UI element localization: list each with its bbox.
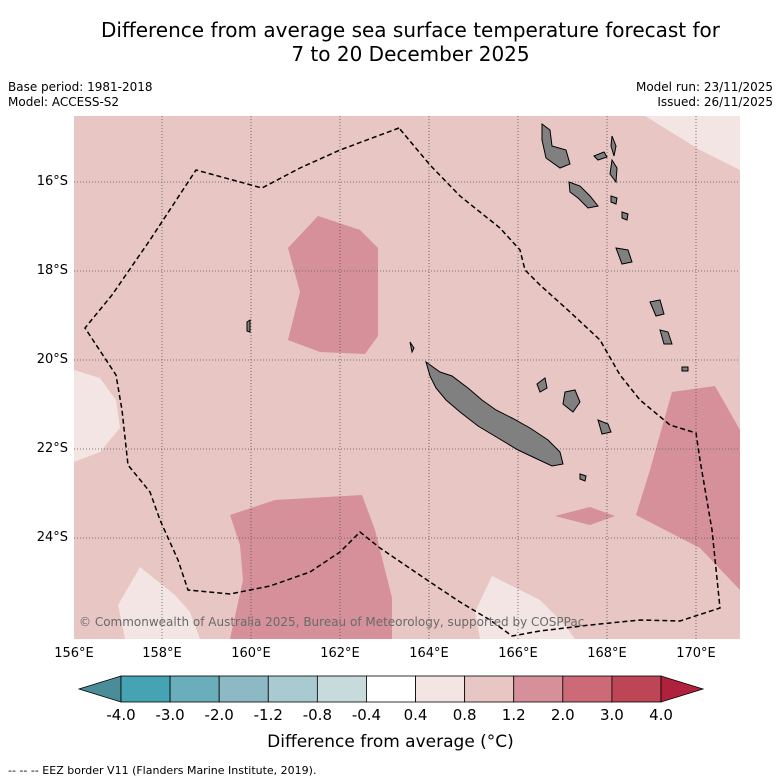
meta-right: Model run: 23/11/2025 Issued: 26/11/2025 bbox=[636, 80, 773, 110]
copyright-notice: © Commonwealth of Australia 2025, Bureau… bbox=[79, 615, 585, 629]
vanuatu-ambae bbox=[593, 151, 608, 161]
colorbar-segment bbox=[562, 675, 613, 703]
colorbar-extend-high bbox=[660, 675, 705, 703]
colorbar-tick-label: -3.0 bbox=[155, 706, 185, 724]
loyalty-island-1 bbox=[536, 377, 548, 393]
colorbar-tick-label: 0.8 bbox=[452, 706, 477, 724]
meta-left: Base period: 1981-2018 Model: ACCESS-S2 bbox=[8, 80, 153, 110]
lon-label-156e: 156°E bbox=[54, 646, 94, 661]
colorbar-tick-label: 2.0 bbox=[550, 706, 575, 724]
colorbar-tick-label: 3.0 bbox=[599, 706, 624, 724]
vanuatu-small-2 bbox=[621, 211, 629, 221]
colorbar-tick-label: -1.2 bbox=[253, 706, 283, 724]
vanuatu-pentecost bbox=[609, 158, 618, 184]
chart-title: Difference from average sea surface temp… bbox=[0, 18, 781, 66]
eez-border bbox=[84, 127, 721, 637]
lon-label-162e: 162°E bbox=[320, 646, 360, 661]
lon-label-170e: 170°E bbox=[676, 646, 716, 661]
loyalty-island-2 bbox=[562, 389, 581, 413]
anomaly-patch-mid-east bbox=[636, 386, 740, 590]
colorbar-segment bbox=[513, 675, 564, 703]
belep-islet bbox=[409, 341, 415, 354]
graticule bbox=[74, 116, 740, 639]
colorbar-tick-label: -0.8 bbox=[302, 706, 332, 724]
lat-label-22s: 22°S bbox=[36, 441, 68, 456]
lon-label-166e: 166°E bbox=[498, 646, 538, 661]
vanuatu-malekula bbox=[568, 181, 599, 209]
lat-label-20s: 20°S bbox=[36, 352, 68, 367]
anomaly-patch-mid-south bbox=[230, 495, 392, 639]
colorbar-segment bbox=[415, 675, 466, 703]
lon-label-158e: 158°E bbox=[142, 646, 182, 661]
title-line-1: Difference from average sea surface temp… bbox=[100, 18, 720, 42]
colorbar-segment bbox=[169, 675, 220, 703]
anomaly-patch-low-southwest bbox=[118, 567, 200, 639]
new-caledonia-island bbox=[425, 360, 564, 467]
lat-label-18s: 18°S bbox=[36, 263, 68, 278]
colorbar-segment bbox=[120, 675, 171, 703]
isle-of-pines bbox=[579, 473, 587, 482]
colorbar-segment bbox=[267, 675, 318, 703]
base-period-text: Base period: 1981-2018 bbox=[8, 80, 153, 94]
anomaly-patch-low-west bbox=[74, 370, 120, 462]
anomaly-patch-low-northeast bbox=[645, 116, 740, 170]
land bbox=[246, 123, 689, 482]
colorbar-tick-label: -2.0 bbox=[204, 706, 234, 724]
vanuatu-tanna bbox=[659, 329, 673, 345]
anomaly-patch-low-south bbox=[475, 576, 575, 639]
anomaly-field-base bbox=[74, 116, 740, 639]
vanuatu-small-1 bbox=[610, 195, 618, 205]
colorbar-tick-label: -4.0 bbox=[106, 706, 136, 724]
anomaly-patch-mid-north bbox=[288, 216, 378, 354]
colorbar-segment bbox=[316, 675, 367, 703]
anomaly-patch-mid-small bbox=[555, 507, 615, 525]
vanuatu-maewo bbox=[610, 135, 617, 157]
model-run-text: Model run: 23/11/2025 bbox=[635, 80, 773, 94]
colorbar-segment bbox=[611, 675, 662, 703]
lon-label-168e: 168°E bbox=[587, 646, 627, 661]
issued-text: Issued: 26/11/2025 bbox=[657, 95, 773, 109]
model-text: Model: ACCESS-S2 bbox=[8, 95, 120, 109]
eez-footnote: -- -- -- EEZ border V11 (Flanders Marine… bbox=[8, 764, 317, 777]
chesterfield-islet bbox=[246, 319, 251, 333]
lon-label-164e: 164°E bbox=[409, 646, 449, 661]
colorbar-title: Difference from average (°C) bbox=[267, 732, 514, 752]
vanuatu-espiritu-santo bbox=[541, 123, 571, 169]
vanuatu-aneityum bbox=[681, 366, 689, 372]
vanuatu-erromango bbox=[649, 299, 665, 317]
colorbar-segment bbox=[464, 675, 515, 703]
lon-label-160e: 160°E bbox=[231, 646, 271, 661]
colorbar-tick-label: 0.4 bbox=[403, 706, 428, 724]
colorbar-extend-low bbox=[77, 675, 122, 703]
colorbar-tick-label: 1.2 bbox=[501, 706, 526, 724]
lat-label-24s: 24°S bbox=[36, 530, 68, 545]
colorbar-segment bbox=[218, 675, 269, 703]
colorbar-segment bbox=[366, 675, 416, 703]
colorbar-segments bbox=[77, 675, 705, 703]
colorbar-tick-label: -0.4 bbox=[351, 706, 382, 724]
colorbar-tick-label: 4.0 bbox=[649, 706, 673, 724]
loyalty-island-3 bbox=[597, 419, 612, 435]
lat-label-16s: 16°S bbox=[36, 174, 68, 189]
map-plot-area bbox=[74, 116, 740, 639]
vanuatu-efate bbox=[615, 247, 633, 265]
title-line-2: 7 to 20 December 2025 bbox=[291, 42, 530, 66]
